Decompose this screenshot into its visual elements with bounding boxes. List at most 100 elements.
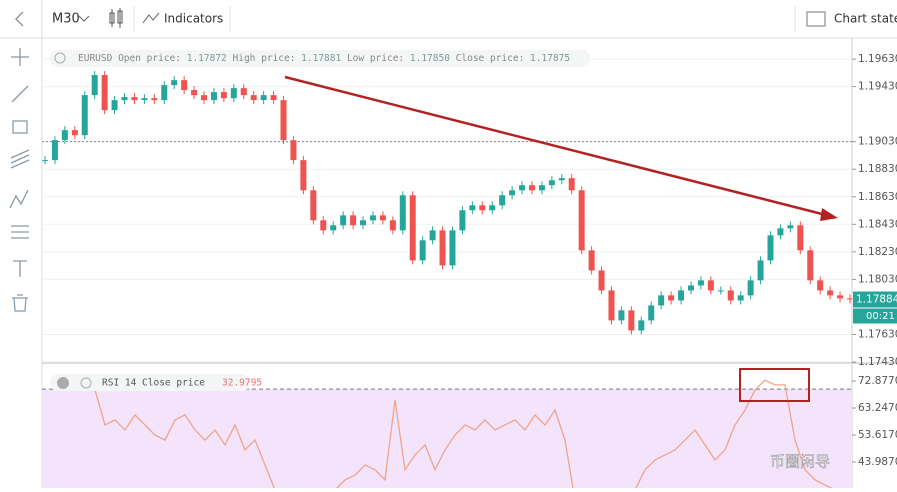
line-tool[interactable] bbox=[11, 85, 29, 103]
y-tick-label: 53.6170 bbox=[858, 429, 897, 441]
y-tick-label: 43.9870 bbox=[858, 456, 897, 468]
y-tick-label: 1.18630 bbox=[858, 191, 897, 203]
candle-body bbox=[707, 280, 714, 291]
candle-body bbox=[350, 215, 357, 226]
candle-body bbox=[687, 285, 694, 291]
candle-body bbox=[548, 180, 555, 186]
candle-body bbox=[131, 97, 138, 101]
y-tick-label: 1.19430 bbox=[858, 81, 897, 93]
candle-body bbox=[419, 240, 426, 261]
candle-body bbox=[469, 205, 476, 211]
candle-body bbox=[797, 225, 804, 251]
legend-item: 1.17850 bbox=[410, 53, 450, 64]
candle-body bbox=[767, 235, 774, 261]
candle-body bbox=[81, 95, 88, 136]
countdown-tag bbox=[853, 308, 897, 324]
candle-body bbox=[519, 185, 526, 191]
timeframe[interactable]: M30 bbox=[52, 12, 80, 27]
candle-body bbox=[757, 260, 764, 281]
delete-tool[interactable] bbox=[12, 294, 28, 312]
chart-state-button[interactable]: Chart state bbox=[834, 12, 897, 26]
candle-body bbox=[379, 215, 386, 221]
legend-bg bbox=[50, 50, 590, 67]
candle-body bbox=[678, 290, 685, 301]
channel-tool[interactable] bbox=[10, 149, 30, 169]
candle-body bbox=[528, 185, 535, 191]
rsi-line bbox=[94, 379, 833, 488]
top-toolbar bbox=[0, 0, 897, 38]
close-icon[interactable] bbox=[57, 377, 69, 389]
candle-body bbox=[578, 190, 585, 251]
text-tool[interactable] bbox=[13, 260, 27, 277]
crosshair-tool[interactable] bbox=[11, 48, 29, 66]
candle-body bbox=[628, 310, 635, 331]
candle-body bbox=[499, 195, 506, 206]
candle-body bbox=[91, 75, 98, 96]
chart-state-icon bbox=[806, 11, 826, 27]
candle-body bbox=[598, 270, 605, 291]
candle-body bbox=[479, 205, 486, 211]
indicators-button[interactable]: Indicators bbox=[164, 12, 223, 26]
countdown-label: 00:21 bbox=[866, 311, 895, 322]
candle-body bbox=[717, 290, 724, 292]
candle-body bbox=[220, 92, 227, 99]
candle-body bbox=[161, 85, 168, 101]
candle-body bbox=[191, 90, 198, 96]
candle-body bbox=[817, 280, 824, 291]
candle-body bbox=[101, 75, 108, 111]
candle-body bbox=[409, 195, 416, 261]
candle-body bbox=[360, 220, 367, 226]
candle-body bbox=[568, 178, 575, 191]
candle-body bbox=[260, 95, 267, 101]
settings-icon[interactable] bbox=[54, 52, 66, 64]
candle-body bbox=[151, 98, 158, 101]
legend-item: EURUSD bbox=[78, 53, 113, 64]
y-tick-label: 1.18830 bbox=[858, 163, 897, 175]
left-toolbar bbox=[9, 48, 30, 312]
candle-body bbox=[737, 295, 744, 301]
candle-body bbox=[787, 225, 794, 229]
candle-body bbox=[538, 185, 545, 191]
candle-body bbox=[270, 95, 277, 101]
y-tick-label: 1.18230 bbox=[858, 246, 897, 258]
rect-tool[interactable] bbox=[12, 120, 28, 134]
candle-body bbox=[71, 130, 78, 136]
back-button[interactable] bbox=[14, 11, 24, 27]
y-tick-label: 1.19630 bbox=[858, 53, 897, 65]
y-tick-label: 63.2470 bbox=[858, 402, 897, 414]
legend-item: High price: bbox=[233, 53, 296, 64]
fib-tool[interactable] bbox=[11, 225, 29, 239]
candle-body bbox=[320, 220, 327, 231]
y-tick-label: 1.17630 bbox=[858, 328, 897, 340]
settings-icon[interactable] bbox=[80, 377, 92, 389]
candle-body bbox=[230, 88, 237, 99]
rsi-legend-value: 32.9795 bbox=[222, 378, 262, 389]
candle-body bbox=[330, 225, 337, 231]
pattern-tool[interactable] bbox=[9, 189, 29, 209]
candle-body bbox=[827, 290, 834, 296]
trend-arrow bbox=[284, 75, 827, 217]
arrow-head bbox=[820, 208, 838, 221]
candle-body bbox=[300, 160, 307, 191]
legend-bg bbox=[50, 374, 250, 391]
y-tick-label: 72.8770 bbox=[858, 375, 897, 387]
candle-body bbox=[727, 290, 734, 301]
y-tick-label: 1.18430 bbox=[858, 218, 897, 230]
legend-item: Low price: bbox=[347, 53, 404, 64]
candle-body bbox=[429, 230, 436, 241]
candle-body bbox=[369, 215, 376, 221]
candle-body bbox=[171, 80, 178, 86]
candle-body bbox=[389, 220, 396, 231]
candle-body bbox=[668, 295, 675, 301]
candle-body bbox=[658, 295, 665, 306]
candle-body bbox=[618, 310, 625, 321]
legend-item: 1.17872 bbox=[187, 53, 227, 64]
candle-body bbox=[509, 190, 516, 196]
candle-body bbox=[777, 228, 784, 236]
candle-body bbox=[489, 205, 496, 211]
candle-body bbox=[141, 98, 148, 101]
candle-body bbox=[439, 230, 446, 266]
candle-icon[interactable] bbox=[109, 8, 123, 28]
candle-body bbox=[558, 178, 565, 181]
